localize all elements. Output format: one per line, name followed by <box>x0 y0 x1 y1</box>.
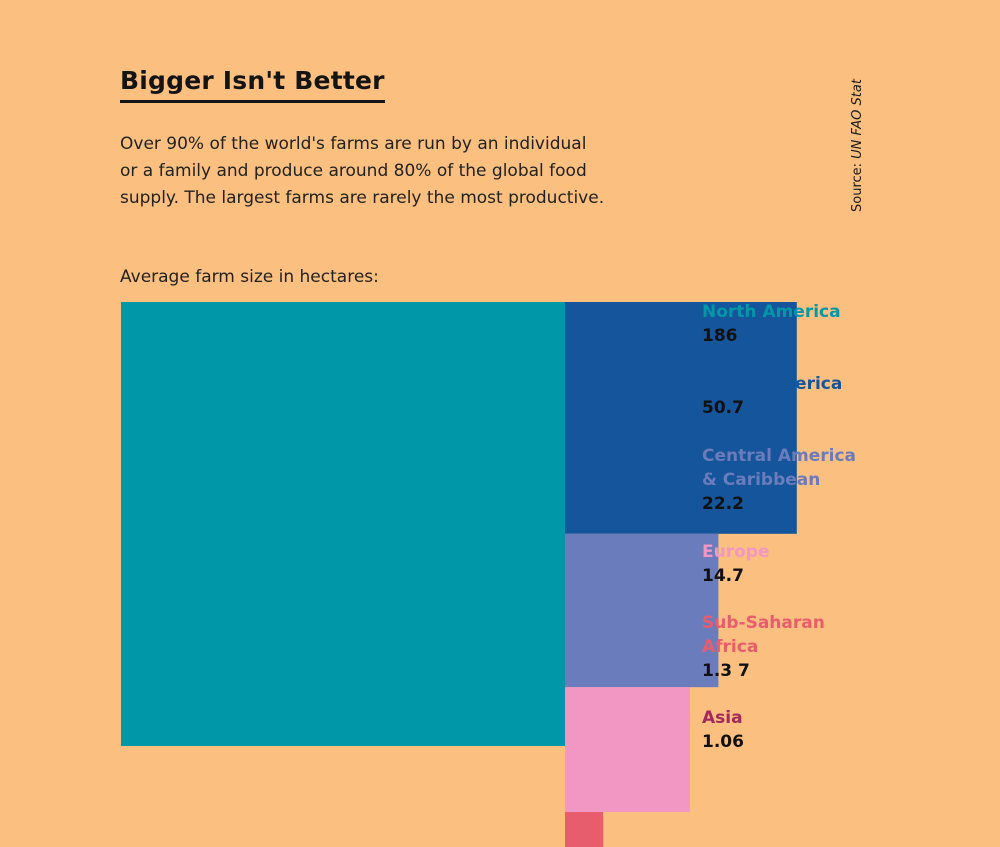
legend-label: Central America & Caribbean <box>702 446 856 490</box>
square-sub-saharan-africa <box>565 812 604 847</box>
legend-item-europe: Europe 14.7 <box>702 540 892 588</box>
source-prefix: Source: <box>850 158 865 212</box>
legend-value: 14.7 <box>702 566 744 586</box>
legend-value: 50.7 <box>702 398 744 418</box>
legend-label: Europe <box>702 542 770 562</box>
legend-item-south-america: South America 50.7 <box>702 372 892 420</box>
square-central-america-caribbean <box>565 533 719 688</box>
legend-item-asia: Asia 1.06 <box>702 706 892 754</box>
source-name: UN FAO Stat <box>850 79 865 159</box>
chart-label: Average farm size in hectares: <box>120 267 379 287</box>
square-europe <box>565 687 690 813</box>
legend-label: North America <box>702 302 841 322</box>
legend-item-north-america: North America 186 <box>702 300 892 348</box>
legend-item-central-america-caribbean: Central America & Caribbean 22.2 <box>702 444 892 516</box>
source-note: Source: UN FAO Stat <box>850 79 866 212</box>
legend-label: South America <box>702 374 843 394</box>
subtitle: Over 90% of the world's farms are run by… <box>120 134 605 208</box>
legend-value: 1.3 7 <box>702 661 750 681</box>
legend-label: Sub-Saharan Africa <box>702 613 825 657</box>
square-north-america <box>121 302 565 746</box>
legend-value: 1.06 <box>702 732 744 752</box>
page-title: Bigger Isn't Better <box>120 64 385 103</box>
legend-label: Asia <box>702 708 743 728</box>
legend-value: 22.2 <box>702 494 744 514</box>
legend-value: 186 <box>702 326 738 346</box>
legend-item-sub-saharan-africa: Sub-Saharan Africa 1.3 7 <box>702 611 892 683</box>
